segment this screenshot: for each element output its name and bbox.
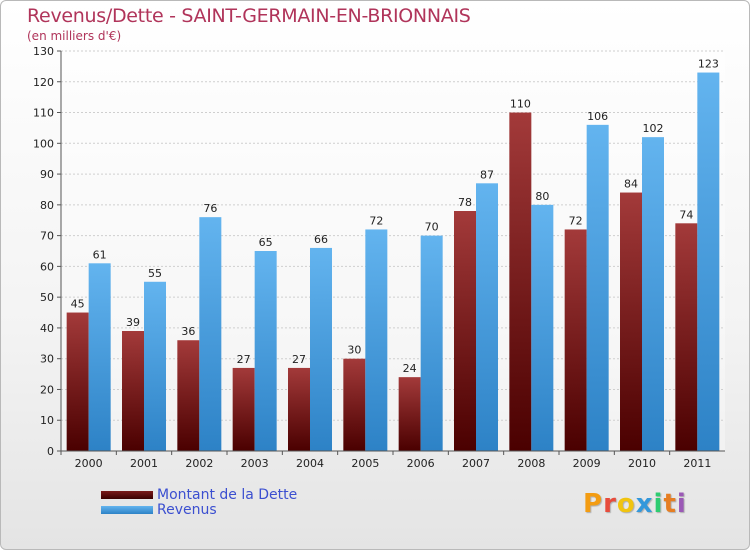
logo-letter: i — [676, 489, 687, 519]
legend-item-debt: Montant de la Dette — [101, 486, 298, 503]
data-label: 74 — [679, 208, 693, 221]
y-axis: 0 10 20 30 40 50 60 70 80 90 100 110 120 130 — [33, 45, 62, 458]
data-label: 87 — [480, 168, 494, 181]
legend-label-debt: Montant de la Dette — [157, 486, 298, 503]
data-label: 45 — [71, 298, 85, 311]
data-label: 65 — [259, 236, 273, 249]
bar-revenue — [88, 263, 111, 451]
proxiti-logo: Proxiti — [583, 489, 687, 519]
chart-subtitle: (en milliers d'€) — [27, 29, 122, 43]
logo-letter: r — [603, 489, 617, 519]
legend-item-revenue: Revenus — [101, 501, 297, 518]
bar-debt — [122, 331, 144, 451]
bar-revenue — [476, 183, 498, 452]
legend-swatch-debt — [101, 490, 153, 499]
data-label: 55 — [148, 267, 162, 280]
y-tick-label: 130 — [33, 45, 54, 58]
bar-revenue — [365, 229, 388, 451]
y-tick-label: 30 — [40, 353, 54, 366]
y-tick-label: 90 — [40, 168, 54, 181]
x-tick-label: 2000 — [75, 457, 103, 470]
y-tick-label: 70 — [40, 230, 54, 243]
bar-debt — [177, 340, 200, 451]
bar-debt — [66, 312, 89, 451]
data-label: 72 — [569, 214, 583, 227]
bar-revenue — [199, 217, 222, 451]
x-tick-label: 2004 — [296, 457, 324, 470]
bar-revenue — [144, 281, 166, 451]
data-label: 39 — [126, 316, 140, 329]
y-tick-label: 40 — [40, 322, 54, 335]
logo-letter: o — [616, 489, 636, 519]
data-label: 84 — [624, 178, 638, 191]
data-label: 27 — [237, 353, 251, 366]
data-label: 106 — [587, 110, 608, 123]
x-tick-label: 2002 — [185, 457, 213, 470]
bar-debt — [232, 367, 255, 451]
bar-debt — [288, 367, 310, 451]
data-label: 123 — [698, 58, 719, 71]
data-label: 76 — [203, 202, 217, 215]
bar-debt — [343, 358, 366, 451]
data-label: 70 — [425, 221, 439, 234]
y-tick-label: 20 — [40, 383, 54, 396]
chart-title: Revenus/Dette - SAINT-GERMAIN-EN-BRIONNA… — [27, 5, 471, 27]
x-tick-label: 2009 — [573, 457, 601, 470]
y-tick-label: 100 — [33, 137, 54, 150]
x-tick-label: 2007 — [462, 457, 490, 470]
bar-revenue — [420, 235, 443, 451]
x-tick-label: 2001 — [130, 457, 158, 470]
y-tick-label: 50 — [40, 291, 54, 304]
bars-group: 45 61 39 55 36 76 27 65 27 66 30 72 24 70 78 87 110 80 72 1… — [66, 58, 720, 452]
logo-letter: x — [635, 489, 654, 519]
bar-debt — [398, 377, 421, 451]
x-tick-label: 2006 — [407, 457, 435, 470]
bar-debt — [620, 192, 642, 452]
y-tick-label: 120 — [33, 76, 54, 89]
bar-revenue — [310, 247, 332, 451]
x-axis: 2000 2001 2002 2003 2004 2005 2006 2007 2008 2009… — [60, 450, 725, 470]
bar-debt — [454, 211, 476, 451]
y-tick-label: 10 — [40, 414, 54, 427]
legend: Montant de la Dette Revenus — [101, 486, 298, 518]
data-label: 36 — [181, 325, 195, 338]
data-label: 66 — [314, 233, 328, 246]
logo-letter: P — [583, 489, 604, 519]
data-label: 72 — [369, 214, 383, 227]
data-label: 24 — [403, 362, 417, 375]
data-label: 80 — [535, 190, 549, 203]
x-tick-label: 2010 — [628, 457, 656, 470]
y-tick-label: 80 — [40, 199, 54, 212]
bar-revenue — [586, 124, 609, 451]
bar-debt — [675, 223, 698, 451]
data-label: 78 — [458, 196, 472, 209]
data-label: 61 — [93, 248, 107, 261]
data-label: 30 — [347, 344, 361, 357]
data-label: 110 — [510, 98, 531, 111]
data-label: 102 — [643, 122, 664, 135]
bar-debt — [564, 229, 587, 451]
x-tick-label: 2005 — [351, 457, 379, 470]
bar-revenue — [531, 204, 554, 451]
y-tick-label: 60 — [40, 260, 54, 273]
bar-revenue — [254, 251, 277, 451]
bar-revenue — [642, 137, 664, 451]
bar-debt — [509, 112, 532, 452]
x-tick-label: 2008 — [517, 457, 545, 470]
data-label: 27 — [292, 353, 306, 366]
legend-label-revenue: Revenus — [157, 501, 217, 518]
y-tick-label: 110 — [33, 107, 54, 120]
x-tick-label: 2003 — [241, 457, 269, 470]
legend-swatch-revenue — [101, 505, 153, 514]
bar-revenue — [697, 72, 720, 452]
logo-letter: i — [653, 489, 664, 519]
plot-area — [61, 51, 725, 451]
grid-lines — [61, 50, 725, 452]
x-tick-label: 2011 — [683, 457, 711, 470]
y-tick-label: 0 — [47, 445, 54, 458]
logo-letter: t — [663, 489, 677, 519]
